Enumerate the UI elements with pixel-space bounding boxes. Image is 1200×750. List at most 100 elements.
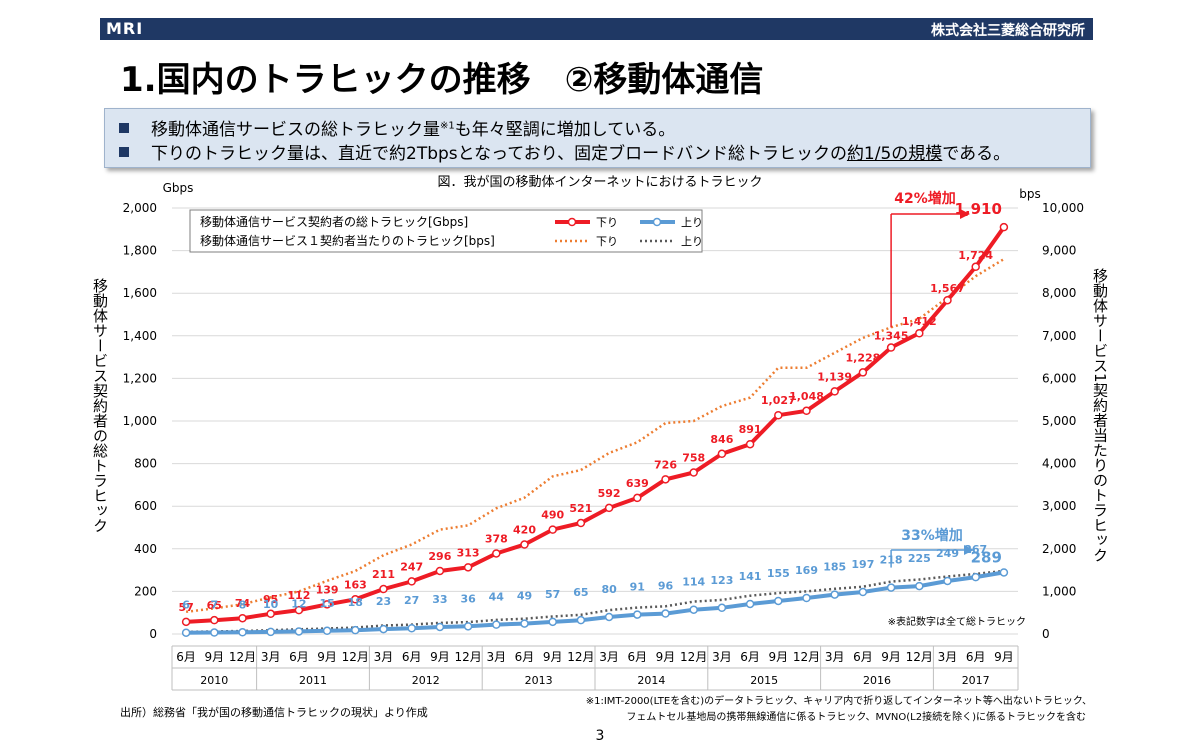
up-data-label: 49 bbox=[517, 590, 532, 603]
x-month-tick-label: 3月 bbox=[825, 650, 845, 664]
series-up-point bbox=[379, 624, 388, 634]
y-left-tick-label: 800 bbox=[134, 457, 157, 471]
series-down-point bbox=[351, 595, 360, 604]
up-data-label: 289 bbox=[971, 548, 1002, 566]
x-month-tick-label: 12月 bbox=[906, 650, 933, 664]
up-data-label: 8 bbox=[239, 598, 247, 611]
x-month-tick-label: 9月 bbox=[317, 650, 337, 664]
up-data-label: 15 bbox=[319, 597, 334, 610]
series-down-point bbox=[717, 449, 727, 459]
summary-bullet-1: 移動体通信サービスの総トラヒック量※1も年々堅調に増加している。 bbox=[119, 115, 675, 140]
series-up-point bbox=[915, 581, 924, 591]
up-data-label: 225 bbox=[908, 552, 931, 565]
left-axis-unit: Gbps bbox=[163, 181, 194, 195]
down-data-label: 65 bbox=[207, 599, 222, 612]
up-data-label: 141 bbox=[739, 570, 762, 583]
down-data-label: 1,345 bbox=[874, 330, 909, 343]
series-down-point bbox=[238, 613, 247, 623]
slide-title: 1.国内のトラヒックの推移 ②移動体通信 bbox=[120, 60, 764, 100]
y-right-axis-title: 移動体サービス1契約者当たりのトラヒック bbox=[1091, 268, 1109, 563]
y-left-axis-title: 移動体サービス契約者の総トラヒック bbox=[91, 278, 109, 533]
x-month-tick-label: 3月 bbox=[938, 650, 958, 664]
legend-box bbox=[189, 209, 703, 253]
right-axis-unit: bps bbox=[1019, 187, 1041, 201]
series-up-point bbox=[604, 612, 614, 622]
y-right-tick-label: 3,000 bbox=[1042, 499, 1076, 513]
legend-up-label: 上り bbox=[681, 235, 703, 248]
figure-note: ※表記数字は全て総トラヒック bbox=[888, 615, 1026, 628]
down-data-label: 313 bbox=[457, 546, 480, 559]
x-year-label: 2017 bbox=[962, 674, 990, 687]
y-left-tick-label: 600 bbox=[134, 499, 157, 513]
down-data-label: 211 bbox=[372, 568, 395, 581]
series-down-point bbox=[745, 439, 755, 449]
series-down-point bbox=[886, 343, 896, 352]
footnote-line-2: フェムトセル基地局の携帯無線通信に係るトラヒック、MVNO(L2接続を除く)に係… bbox=[626, 710, 1086, 723]
series-up-point bbox=[210, 628, 219, 637]
up-data-label: 267 bbox=[964, 543, 987, 556]
series-down-total-line bbox=[185, 226, 1006, 624]
up-data-label: 6 bbox=[182, 599, 190, 612]
x-month-tick-label: 12月 bbox=[342, 650, 369, 664]
legend-down-total-marker bbox=[567, 217, 577, 227]
series-down-point bbox=[322, 600, 332, 609]
x-month-tick-label: 9月 bbox=[881, 650, 901, 664]
x-month-tick-label: 6月 bbox=[627, 650, 647, 664]
series-up-point bbox=[238, 628, 247, 637]
down-data-label: 490 bbox=[541, 509, 564, 522]
series-up-point bbox=[266, 627, 275, 637]
y-left-tick-label: 0 bbox=[149, 627, 157, 641]
up-data-label: 91 bbox=[630, 581, 645, 594]
series-down-point bbox=[492, 549, 501, 558]
series-down-point bbox=[576, 518, 586, 528]
up-data-label: 65 bbox=[573, 586, 588, 599]
legend-down-label: 下り bbox=[596, 216, 618, 229]
x-month-tick-label: 12月 bbox=[229, 650, 256, 664]
down-data-label: 74 bbox=[235, 597, 251, 610]
down-data-label: 1,027 bbox=[761, 394, 796, 407]
x-month-tick-label: 12月 bbox=[454, 650, 481, 664]
up-data-label: 197 bbox=[851, 558, 874, 571]
up-data-label: 12 bbox=[291, 597, 306, 610]
down-data-label: 1,724 bbox=[958, 249, 993, 262]
y-right-tick-label: 5,000 bbox=[1042, 414, 1076, 428]
series-down-point bbox=[379, 584, 388, 594]
series-up-point bbox=[633, 610, 642, 619]
down-growth-label: 42%増加 bbox=[894, 190, 956, 207]
series-down-point bbox=[830, 387, 839, 396]
y-right-tick-label: 9,000 bbox=[1042, 244, 1076, 258]
series-down-point bbox=[661, 475, 670, 484]
x-year-label: 2013 bbox=[525, 674, 553, 687]
series-up-point bbox=[943, 576, 952, 586]
series-up-point bbox=[181, 628, 191, 637]
x-month-tick-label: 6月 bbox=[176, 650, 196, 664]
y-left-tick-label: 1,800 bbox=[123, 244, 157, 258]
up-data-label: 57 bbox=[545, 588, 560, 601]
series-down-point bbox=[774, 410, 783, 420]
up-data-label: 44 bbox=[489, 591, 505, 604]
series-down-point bbox=[689, 468, 698, 477]
up-data-label: 33 bbox=[432, 593, 447, 606]
x-month-tick-label: 9月 bbox=[656, 650, 676, 664]
series-down-per-user-line bbox=[185, 258, 1005, 614]
legend-row2-label: 移動体通信サービス１契約者当たりのトラヒック[bps] bbox=[200, 233, 495, 248]
down-data-label: 95 bbox=[263, 593, 278, 606]
up-data-label: 27 bbox=[404, 594, 419, 607]
x-year-label: 2015 bbox=[750, 674, 778, 687]
x-month-tick-label: 9月 bbox=[768, 650, 788, 664]
series-up-point bbox=[886, 583, 896, 592]
series-up-point bbox=[463, 622, 473, 631]
x-year-label: 2016 bbox=[863, 674, 891, 687]
down-data-label: 1,139 bbox=[817, 370, 852, 383]
series-up-point bbox=[435, 622, 445, 632]
series-down-point bbox=[915, 328, 924, 338]
series-up-point bbox=[294, 627, 304, 636]
series-up-point bbox=[492, 620, 501, 629]
up-data-label: 18 bbox=[348, 596, 363, 609]
chart-title: 図．我が国の移動体インターネットにおけるトラヒック bbox=[437, 175, 762, 190]
up-data-label: 155 bbox=[767, 567, 790, 580]
footnote-line-1: ※1:IMT-2000(LTEを含む)のデータトラヒック、キャリア内で折り返して… bbox=[586, 694, 1092, 707]
series-up-total-line bbox=[186, 570, 1005, 635]
down-data-label: 420 bbox=[513, 524, 536, 537]
company-logo: MRI bbox=[106, 19, 144, 38]
